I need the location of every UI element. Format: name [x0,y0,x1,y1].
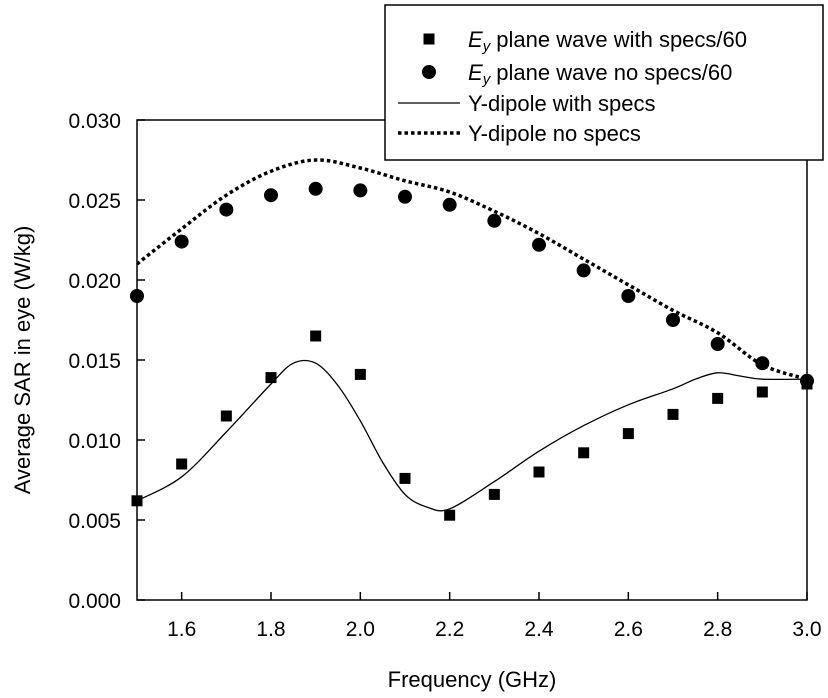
circle-marker [487,213,502,228]
square-marker [667,408,679,420]
series-line-y-dipole-no-specs [137,158,807,381]
x-tick-label: 1.6 [167,618,196,641]
circle-marker [264,188,278,203]
square-marker [220,410,232,422]
x-tick-label: 2.8 [703,618,732,641]
square-marker [622,428,634,440]
circle-marker [621,289,636,303]
y-tick-label: 0.010 [68,430,121,453]
legend-label: Ey plane wave no specs/60 [468,60,732,88]
square-marker [176,458,188,470]
y-tick-label: 0.015 [68,350,121,373]
circle-marker [442,197,457,212]
legend-circle-marker [422,65,436,79]
circle-marker [666,313,680,327]
y-tick-label: 0.025 [68,190,121,213]
square-marker [488,488,500,500]
legend-label: Ey plane wave with specs/60 [468,27,747,55]
square-marker [399,472,411,484]
circle-marker [576,263,591,278]
square-marker [354,368,366,380]
y-tick-label: 0.005 [68,510,121,533]
legend: Ey plane wave with specs/60 Ey plane wave… [384,4,824,161]
circle-marker [174,234,189,249]
square-marker [712,392,724,404]
square-marker [756,386,768,398]
y-tick-label: 0.030 [68,110,121,133]
series-line-y-dipole-with-specs [137,359,807,512]
circle-marker [219,202,234,217]
legend-square-marker [423,33,435,45]
circle-marker [308,181,323,196]
x-tick-label: 2.0 [346,618,375,641]
circle-marker [532,237,546,252]
x-tick-label: 2.4 [524,618,554,641]
square-marker [310,330,322,342]
square-marker [444,509,456,521]
legend-label: Y-dipole no specs [468,121,641,146]
plot-frame [136,119,808,601]
x-tick-label: 1.8 [256,618,285,641]
legend-label: Y-dipole with specs [468,91,656,116]
circle-marker [398,189,412,204]
x-tick-label: 2.6 [614,618,643,641]
x-axis-title: Frequency (GHz) [388,667,557,692]
y-axis-title: Average SAR in eye (W/kg) [10,226,35,495]
square-marker [578,447,590,459]
circle-marker [755,356,770,371]
circle-marker [353,183,368,198]
square-marker [265,372,277,384]
circle-marker [710,337,725,351]
x-tick-label: 2.2 [435,618,464,641]
y-tick-label: 0.000 [68,590,121,613]
y-tick-label: 0.020 [68,270,121,293]
x-tick-label: 3.0 [792,618,821,641]
square-marker [533,466,545,478]
